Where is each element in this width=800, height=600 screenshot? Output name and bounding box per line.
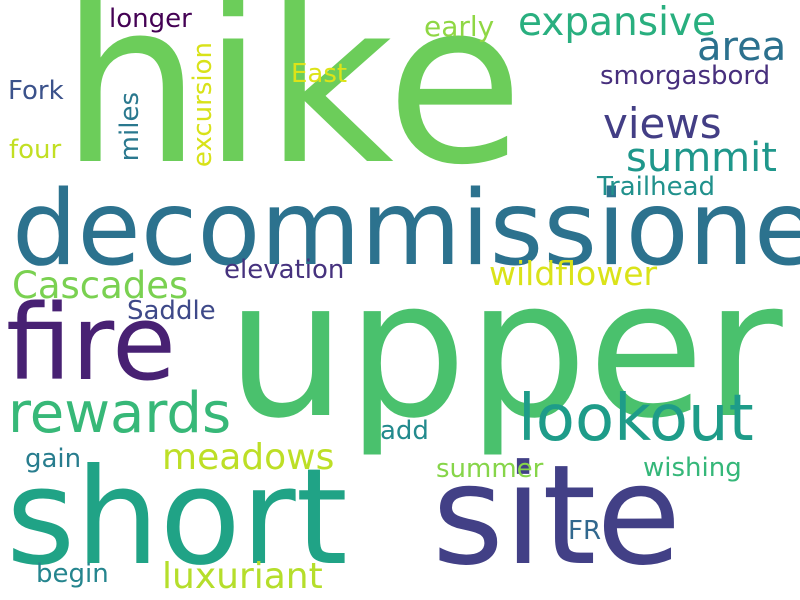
word-hike: hike (60, 0, 524, 214)
word-east: East (291, 59, 348, 89)
word-area: area (697, 24, 787, 70)
word-site: site (432, 435, 682, 596)
word-begin: begin (36, 559, 109, 589)
word-miles: miles (115, 92, 186, 161)
word-rewards: rewards (8, 381, 232, 446)
word-summer: summer (436, 454, 544, 484)
word-four: four (9, 135, 62, 165)
word-luxuriant: luxuriant (162, 556, 323, 597)
word-smorgasbord: smorgasbord (600, 61, 771, 91)
word-miles-text: miles (115, 92, 145, 162)
word-meadows: meadows (162, 437, 335, 478)
word-gain: gain (25, 444, 82, 474)
word-upper: upper (226, 239, 783, 460)
word-wildflower: wildflower (489, 254, 658, 293)
word-cascades: Cascades (12, 264, 189, 307)
word-trailhead: Trailhead (597, 172, 716, 202)
word-decommissioned: decommissioned (12, 169, 800, 289)
word-excursion: excursion (188, 42, 315, 167)
word-wishing: wishing (643, 453, 742, 483)
word-early: early (424, 10, 495, 43)
word-views: views (603, 99, 722, 148)
word-excursion-text: excursion (188, 42, 218, 168)
word-summit: summit (626, 135, 777, 181)
word-saddle: Saddle (127, 296, 216, 326)
word-lookout: lookout (518, 382, 754, 456)
word-fire: fire (6, 282, 176, 404)
word-fr: FR (568, 516, 602, 546)
word-fork: Fork (8, 76, 64, 106)
word-expansive: expansive (518, 0, 716, 45)
word-add: add (380, 416, 429, 446)
word-elevation: elevation (224, 255, 345, 285)
word-short: short (6, 441, 348, 595)
word-longer: longer (109, 4, 192, 34)
